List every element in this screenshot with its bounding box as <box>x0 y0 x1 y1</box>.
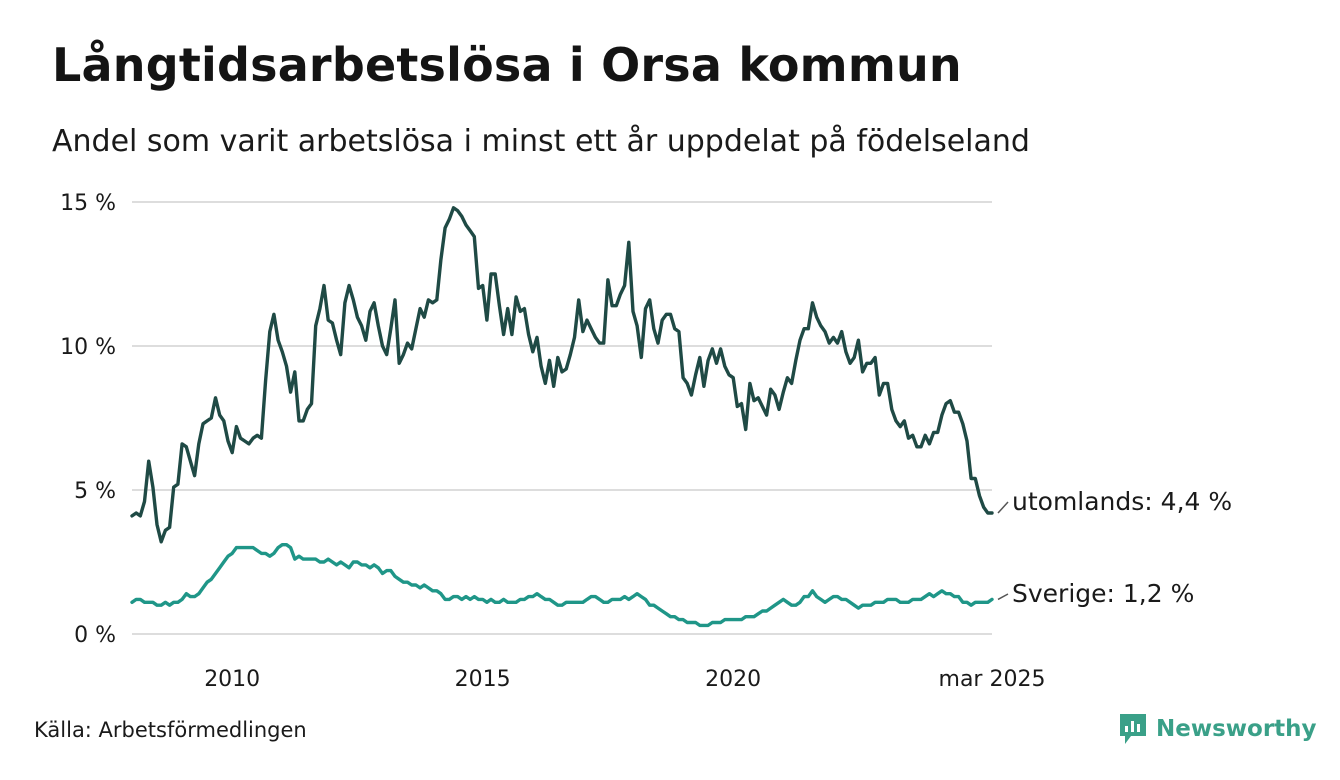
series-label-connector <box>997 593 1009 601</box>
series-line-utomlands <box>130 206 994 544</box>
gridlines <box>132 201 992 635</box>
chart-subtitle: Andel som varit arbetslösa i minst ett å… <box>52 124 1030 159</box>
y-tick-label: 15 % <box>60 191 116 216</box>
x-axis-ticks: 2010 2015 2020 mar 2025 <box>204 667 1045 692</box>
y-tick-label: 5 % <box>74 479 116 504</box>
series-lines <box>130 206 994 628</box>
y-axis-ticks: 0 % 5 % 10 % 15 % <box>60 191 116 648</box>
chart-title: Långtidsarbetslösa i Orsa kommun <box>52 38 962 92</box>
series-end-labels: utomlands: 4,4 % Sverige: 1,2 % <box>997 487 1232 608</box>
brand-name: Newsworthy <box>1156 716 1317 742</box>
brand-logo[interactable]: Newsworthy <box>1118 712 1317 746</box>
series-label-connector <box>997 501 1009 514</box>
x-tick-label: 2010 <box>204 667 260 692</box>
series-line-sverige <box>130 543 994 628</box>
series-end-label: Sverige: 1,2 % <box>1012 579 1194 608</box>
x-tick-label: mar 2025 <box>939 667 1046 692</box>
x-tick-label: 2015 <box>455 667 511 692</box>
series-end-label: utomlands: 4,4 % <box>1012 487 1232 516</box>
newsworthy-logo-icon <box>1120 714 1146 744</box>
source-note: Källa: Arbetsförmedlingen <box>34 718 307 742</box>
x-tick-label: 2020 <box>705 667 761 692</box>
y-tick-label: 10 % <box>60 335 116 360</box>
y-tick-label: 0 % <box>74 623 116 648</box>
